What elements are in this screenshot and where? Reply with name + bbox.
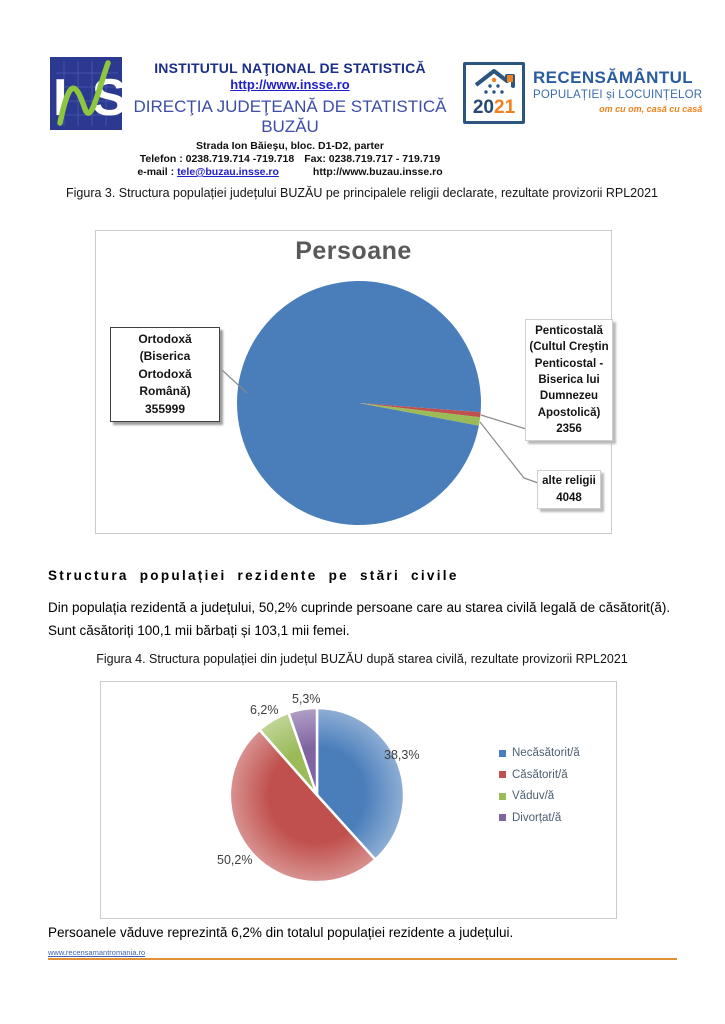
callout-penticostala: Penticostală (Cultul Creştin Penticostal… — [525, 319, 613, 442]
rpl-house-icon — [474, 69, 515, 94]
buzau-site: http://www.buzau.insse.ro — [312, 166, 443, 178]
figure4-chart-panel: 38,3% 50,2% 6,2% 5,3% Necăsătorit/ă Căsă… — [100, 681, 617, 919]
institute-name: INSTITUTUL NAŢIONAL DE STATISTICĂ — [154, 60, 426, 76]
legend-label: Necăsătorit/ă — [512, 747, 580, 759]
legend-item-casatorit: Căsătorit/ă — [499, 769, 580, 781]
callout-alte-religii: alte religii 4048 — [537, 470, 601, 510]
rpl-year: 2021 — [472, 97, 516, 118]
address-line: Strada Ion Băieşu, bloc. D1-D2, parter — [196, 140, 384, 152]
footer-text: Persoanele văduve reprezintă 6,2% din to… — [48, 925, 514, 940]
header-center: INSTITUTUL NAŢIONAL DE STATISTICĂ http:/… — [108, 60, 472, 178]
chart1-title: Persoane — [295, 237, 412, 265]
rpl-subtitle: POPULAȚIEI și LOCUINȚELOR — [533, 89, 703, 101]
callout-ortodoxa: Ortodoxă (Biserica Ortodoxă Română) 3559… — [110, 327, 220, 422]
fax: Fax: 0238.719.717 - 719.719 — [304, 153, 441, 165]
rpl-2021-logo: 2021 RECENSĂMÂNTUL POPULAȚIEI și LOCUINȚ… — [463, 62, 713, 124]
legend-label: Văduv/ă — [512, 790, 555, 802]
ins-logo: I S — [50, 57, 127, 130]
legend-label: Divorțat/ă — [512, 811, 562, 824]
callout-ortodoxa-value: 355999 — [144, 401, 186, 416]
email-line: e-mail : tele@buzau.insse.ro http://www.b… — [108, 166, 472, 178]
directorate-name: DIRECŢIA JUDEŢEANĂ DE STATISTICĂ BUZĂU — [133, 97, 447, 136]
insse-link[interactable]: http://www.insse.ro — [230, 77, 350, 92]
pct-label-divortat: 5,3% — [292, 692, 321, 706]
callout-penticostala-value: 2356 — [556, 422, 582, 435]
rpl-title: RECENSĂMÂNTUL — [533, 68, 694, 87]
rpl-text: RECENSĂMÂNTUL POPULAȚIEI și LOCUINȚELOR … — [533, 62, 702, 114]
legend-swatch-icon — [499, 792, 506, 800]
callout-leader-lines — [221, 369, 539, 484]
pct-label-necasatorit: 38,3% — [384, 748, 420, 762]
legend-item-divortat: Divorțat/ă — [499, 812, 580, 824]
pct-label-casatorit: 50,2% — [217, 853, 253, 867]
legend-swatch-icon — [499, 771, 506, 778]
rpl-tagline: om cu om, casă cu casă — [599, 104, 703, 114]
religion-pie-chart — [236, 281, 481, 526]
legend-swatch-icon — [499, 749, 506, 757]
callout-ortodoxa-label: Ortodoxă (Biserica Ortodoxă Română) — [138, 332, 192, 399]
legend-swatch-icon — [499, 814, 506, 821]
civil-status-pie-chart — [228, 706, 406, 884]
legend-item-necasatorit: Necăsătorit/ă — [499, 747, 580, 759]
callout-alte-religii-value: 4048 — [556, 491, 582, 504]
phone-fax-line: Telefon : 0238.719.714 -719.718 Fax: 0238… — [108, 153, 472, 165]
footer-divider — [48, 958, 677, 960]
figure3-chart-panel: Persoane Ortodoxă (Biserica Ortodoxă Rom… — [95, 230, 613, 534]
paragraph-line2: Sunt căsătoriți 100,1 mii bărbați și 103… — [48, 622, 350, 638]
callout-alte-religii-label: alte religii — [542, 475, 596, 487]
legend-item-vaduv: Văduv/ă — [499, 790, 580, 802]
rpl-logo-box: 2021 — [463, 62, 525, 124]
chart2-legend: Necăsătorit/ă Căsătorit/ă Văduv/ă Divorț… — [499, 747, 580, 833]
email-link[interactable]: tele@buzau.insse.ro — [177, 166, 279, 178]
callout-penticostala-label: Penticostală (Cultul Creştin Penticostal… — [529, 325, 609, 419]
email-label: e-mail : — [137, 166, 178, 178]
figure4-caption: Figura 4. Structura populației din județ… — [96, 652, 628, 666]
section-paragraph: Din populația rezidentă a județului, 50,… — [48, 597, 696, 642]
legend-label: Căsătorit/ă — [512, 768, 568, 781]
paragraph-line1: Din populația rezidentă a județului, 50,… — [48, 600, 671, 615]
recensamant-link[interactable]: www.recensamantromania.ro — [48, 948, 146, 957]
section-heading: Structura populației rezidente pe stări … — [48, 568, 459, 583]
figure3-caption: Figura 3. Structura populației județului… — [66, 186, 658, 200]
telefon: Telefon : 0238.719.714 -719.718 — [139, 153, 295, 165]
pct-label-vaduv: 6,2% — [250, 703, 279, 717]
